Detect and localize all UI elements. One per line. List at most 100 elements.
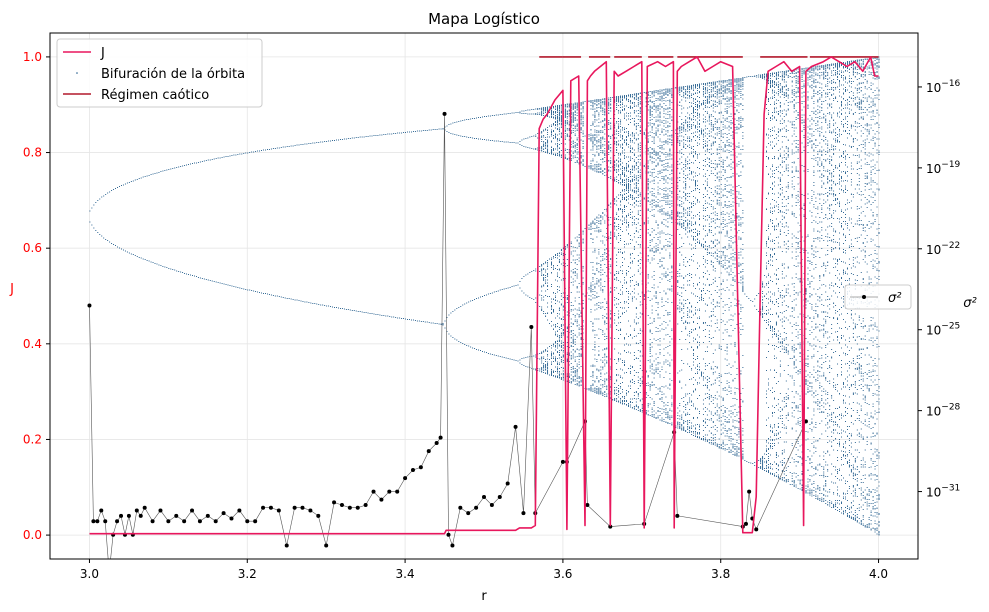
- y-right-tick-label: 10−25: [926, 322, 960, 338]
- sigma-point: [446, 532, 451, 537]
- y-right-tick-label: 10−28: [926, 403, 961, 419]
- sigma-point: [482, 494, 486, 499]
- legend-bifurcation-label: Bifuración de la órbita: [101, 67, 245, 82]
- sigma-point: [103, 519, 108, 524]
- legend-sigma-label: σ²: [888, 291, 901, 306]
- sigma-point: [363, 503, 368, 508]
- sigma-point: [300, 505, 305, 510]
- sigma-point: [332, 500, 337, 505]
- x-axis-ticks: 3.0 3.2 3.4 3.6 3.8 4.0: [80, 559, 888, 581]
- sigma-point: [284, 543, 289, 548]
- sigma-point: [560, 459, 565, 464]
- sigma-point: [197, 519, 202, 524]
- sigma-point: [403, 476, 408, 481]
- sigma-point: [174, 513, 179, 518]
- sigma-point: [529, 325, 534, 330]
- sigma-point: [221, 511, 226, 516]
- sigma-point: [261, 505, 266, 510]
- legend-j-label: J: [100, 46, 105, 61]
- y-left-tick-label: 0.6: [23, 241, 42, 255]
- sigma-point: [497, 494, 502, 499]
- y-left-tick-label: 0.8: [23, 146, 42, 160]
- sigma-point: [253, 519, 258, 524]
- y-left-tick-label: 0.2: [23, 432, 42, 446]
- sigma-point: [608, 524, 613, 529]
- sigma-point: [339, 503, 344, 508]
- sigma-point: [513, 424, 518, 429]
- sigma-point: [142, 505, 147, 510]
- sigma-point: [438, 435, 443, 440]
- y-left-tick-label: 0.4: [23, 337, 42, 351]
- sigma-point: [442, 111, 447, 116]
- sigma-point: [474, 505, 479, 510]
- y-right-tick-label: 10−31: [926, 484, 960, 500]
- y-right-tick-label: 10−22: [926, 241, 960, 257]
- sigma-point: [395, 489, 400, 494]
- sigma-point: [803, 419, 808, 424]
- sigma-point: [387, 489, 392, 494]
- sigma-point: [134, 508, 139, 513]
- y-right-tick-label: 10−16: [926, 79, 961, 95]
- sigma-point: [99, 508, 104, 513]
- sigma-point: [675, 513, 680, 518]
- sigma-point: [521, 511, 526, 516]
- y-right-tick-label: 10−19: [926, 160, 961, 176]
- sigma-point: [166, 519, 171, 524]
- sigma-point: [292, 505, 297, 510]
- sigma-point: [371, 489, 376, 494]
- sigma-point: [466, 511, 471, 516]
- x-tick-label: 3.8: [711, 567, 730, 581]
- sigma-point: [213, 519, 218, 524]
- y-right-axis-ticks: 10−16 10−19 10−22 10−25 10−28 10−31: [918, 79, 961, 500]
- main-legend-box: [56, 38, 263, 108]
- x-tick-label: 3.2: [238, 567, 257, 581]
- sigma-point: [347, 505, 352, 510]
- y-left-axis-label: J: [9, 282, 14, 297]
- sigma-point: [355, 505, 360, 510]
- sigma-point: [418, 465, 423, 470]
- sigma-point: [245, 519, 250, 524]
- sigma-point: [276, 508, 281, 513]
- sigma-point: [229, 516, 234, 521]
- sigma-point: [747, 489, 752, 494]
- sigma-point: [95, 519, 100, 524]
- sigma-point: [426, 449, 431, 454]
- y-left-tick-label: 1.0: [23, 50, 42, 64]
- sigma-point: [450, 543, 455, 548]
- sigma-point: [458, 505, 463, 510]
- sigma-point: [316, 513, 321, 518]
- sigma-point: [91, 519, 96, 524]
- sigma-point: [107, 570, 111, 574]
- legend-sigma-swatch-dot: [862, 295, 866, 299]
- sigma-point: [126, 513, 131, 518]
- sigma-point: [237, 508, 242, 513]
- chart-title: Mapa Logístico: [428, 10, 540, 28]
- sigma-point: [182, 519, 187, 524]
- y-right-axis-label: σ²: [963, 296, 976, 311]
- sigma-series: [87, 111, 808, 574]
- y-left-tick-label: 0.0: [23, 528, 42, 542]
- sigma-point: [268, 505, 273, 510]
- sigma-point: [505, 481, 510, 486]
- sigma-point: [87, 303, 92, 308]
- x-tick-label: 4.0: [869, 567, 888, 581]
- legend-chaotic-label: Régimen caótico: [101, 88, 209, 103]
- sigma-point: [308, 508, 313, 513]
- sigma-point: [489, 503, 494, 508]
- sigma-point: [150, 519, 155, 524]
- sigma-point: [205, 513, 210, 518]
- x-tick-label: 3.6: [553, 567, 572, 581]
- sigma-point: [324, 543, 329, 548]
- j-line: [89, 56, 879, 535]
- sigma-legend: σ²: [844, 284, 912, 310]
- sigma-point: [743, 521, 748, 526]
- x-tick-label: 3.4: [396, 567, 415, 581]
- j-series: [89, 56, 879, 535]
- sigma-point: [115, 519, 120, 524]
- sigma-line: [89, 113, 807, 559]
- main-legend: J Bifuración de la órbita Régimen caótic…: [56, 38, 263, 108]
- sigma-point: [138, 513, 143, 518]
- plot-frame: [49, 32, 919, 560]
- sigma-point: [190, 508, 195, 513]
